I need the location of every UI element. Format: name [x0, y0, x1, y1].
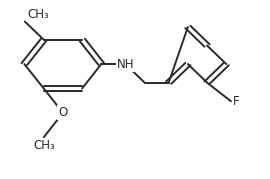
- Text: F: F: [233, 95, 239, 108]
- Text: O: O: [58, 106, 68, 119]
- Text: NH: NH: [117, 58, 134, 71]
- Text: CH₃: CH₃: [33, 139, 55, 152]
- Text: CH₃: CH₃: [28, 8, 49, 21]
